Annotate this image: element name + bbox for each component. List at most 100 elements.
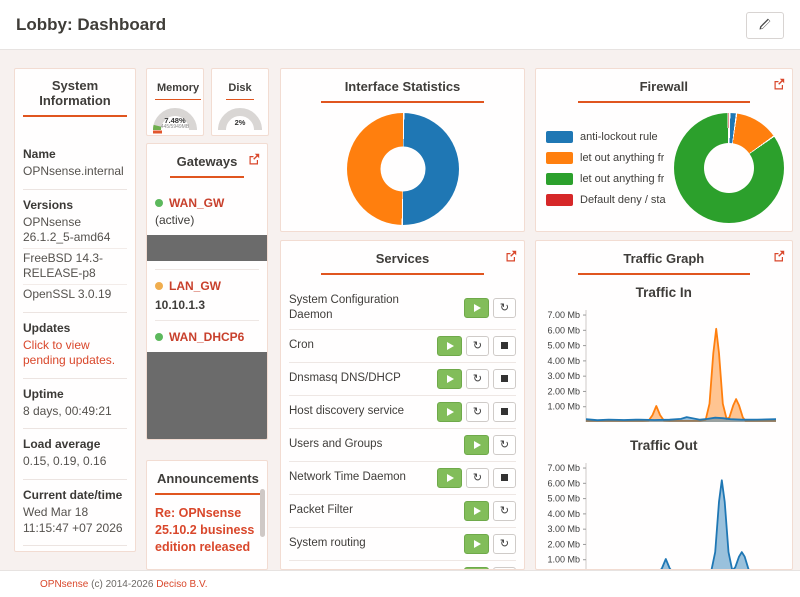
- page-footer: OPNsense (c) 2014-2026 Deciso B.V.: [0, 570, 800, 597]
- system-info-field: Name OPNsense.internal: [23, 131, 127, 189]
- svg-text:4.00 Mb: 4.00 Mb: [547, 509, 580, 519]
- play-icon: [447, 407, 454, 416]
- svg-text:2.00 Mb: 2.00 Mb: [547, 386, 580, 396]
- field-value: 0.15, 0.19, 0.16: [23, 454, 107, 469]
- external-link-icon[interactable]: [505, 250, 517, 262]
- field-value: OPNsense.internal: [23, 164, 124, 178]
- page-title: Lobby: Dashboard: [16, 14, 167, 34]
- service-restart-button[interactable]: ↻: [466, 467, 489, 488]
- field-value: OpenSSL 3.0.19: [23, 283, 127, 305]
- system-info-field: Last configuration changeWed Mar 18 10:4…: [23, 545, 127, 551]
- service-row: Users and Groups ↻: [289, 427, 516, 461]
- gateway-name[interactable]: WAN_DHCP6: [169, 330, 245, 344]
- service-restart-button[interactable]: ↻: [466, 335, 489, 356]
- service-start-button[interactable]: [464, 566, 489, 569]
- field-value: OPNsense 26.1.2_5-amd64: [23, 214, 111, 245]
- legend-label: anti-lockout rule: [580, 130, 658, 143]
- service-start-button[interactable]: [437, 335, 462, 356]
- memory-panel: Memory 7.48% 445/5949MB: [146, 68, 204, 136]
- service-buttons: ↻: [464, 500, 516, 521]
- traffic-graph-title: Traffic Graph: [577, 251, 751, 275]
- edit-dashboard-button[interactable]: [746, 12, 784, 39]
- play-icon: [474, 506, 481, 515]
- deciso-link[interactable]: Deciso B.V.: [156, 578, 208, 590]
- gateway-address: 10.10.1.3: [155, 298, 206, 312]
- service-start-button[interactable]: [464, 297, 489, 318]
- dashboard-content: System Information Name OPNsense.internal…: [0, 50, 800, 570]
- service-start-button[interactable]: [437, 368, 462, 389]
- stop-icon: [501, 375, 508, 383]
- service-stop-button[interactable]: [493, 368, 516, 389]
- announcement-link[interactable]: Re: OPNsense 25.10.2 business edition re…: [155, 506, 255, 554]
- field-label: Name: [23, 147, 56, 161]
- system-info-field: Updates Click to view pending updates.: [23, 311, 127, 378]
- service-buttons: ↻: [464, 566, 516, 569]
- service-stop-button[interactable]: [493, 467, 516, 488]
- system-information-panel: System Information Name OPNsense.internal…: [14, 68, 136, 552]
- service-row: Network Time Daemon ↻: [289, 460, 516, 494]
- legend-label: Default deny / sta: [580, 193, 666, 206]
- refresh-icon: ↻: [499, 538, 510, 551]
- external-link-icon[interactable]: [773, 250, 785, 262]
- services-title: Services: [320, 251, 485, 275]
- svg-text:4.00 Mb: 4.00 Mb: [547, 356, 580, 366]
- external-link-icon[interactable]: [248, 153, 260, 165]
- donut-hole: [380, 146, 425, 192]
- field-label: Versions: [23, 197, 74, 212]
- memory-percent: 7.48%: [164, 116, 186, 125]
- service-stop-button[interactable]: [493, 401, 516, 422]
- firewall-panel: Firewall anti-lockout rule let out anythi…: [535, 68, 793, 232]
- opnsense-link[interactable]: OPNsense: [40, 578, 89, 590]
- legend-item: Default deny / sta: [546, 193, 666, 206]
- field-value: 8 days, 00:49:21: [23, 403, 112, 418]
- refresh-icon: ↻: [472, 340, 483, 353]
- service-row: System tunables ↻: [289, 559, 516, 570]
- service-row: Host discovery service ↻: [289, 394, 516, 428]
- field-value: Wed Mar 18 11:15:47 +07 2026: [23, 504, 123, 535]
- service-start-button[interactable]: [464, 533, 489, 554]
- service-start-button[interactable]: [437, 401, 462, 422]
- redacted-block: [147, 352, 267, 439]
- scrollbar[interactable]: [260, 489, 265, 537]
- updates-link[interactable]: Click to view pending updates.: [23, 337, 116, 368]
- refresh-icon: ↻: [499, 302, 510, 315]
- service-start-button[interactable]: [437, 467, 462, 488]
- service-restart-button[interactable]: ↻: [493, 533, 516, 554]
- service-name: Dnsmasq DNS/DHCP: [289, 372, 401, 385]
- disk-percent: 2%: [234, 118, 246, 127]
- svg-text:3.00 Mb: 3.00 Mb: [547, 524, 580, 534]
- service-restart-button[interactable]: ↻: [493, 500, 516, 521]
- page-header: Lobby: Dashboard: [0, 0, 800, 50]
- system-info-field: Current date/time Wed Mar 18 11:15:47 +07…: [23, 478, 127, 545]
- external-link-icon[interactable]: [773, 78, 785, 90]
- service-restart-button[interactable]: ↻: [466, 368, 489, 389]
- service-name: Users and Groups: [289, 438, 383, 451]
- service-buttons: ↻: [437, 467, 516, 488]
- play-icon: [474, 440, 481, 449]
- status-dot-icon: [155, 282, 163, 290]
- donut-hole: [703, 143, 754, 193]
- gateways-panel: Gateways WAN_GW (active) LAN_GW 10.10.1.3 WA…: [146, 143, 268, 440]
- service-restart-button[interactable]: ↻: [493, 434, 516, 455]
- service-name: System Configuration Daemon: [289, 294, 399, 321]
- disk-gauge: 2%: [216, 104, 264, 134]
- service-restart-button[interactable]: ↻: [493, 297, 516, 318]
- traffic-out-title: Traffic Out: [630, 438, 698, 453]
- service-name: System tunables: [289, 569, 374, 570]
- svg-text:1.00 Mb: 1.00 Mb: [547, 555, 580, 565]
- service-start-button[interactable]: [464, 434, 489, 455]
- play-icon: [447, 374, 454, 383]
- service-row: Dnsmasq DNS/DHCP ↻: [289, 361, 516, 395]
- gateway-name[interactable]: LAN_GW: [169, 279, 221, 293]
- svg-text:5.00 Mb: 5.00 Mb: [547, 341, 580, 351]
- service-start-button[interactable]: [464, 500, 489, 521]
- memory-title: Memory: [155, 82, 202, 100]
- service-stop-button[interactable]: [493, 335, 516, 356]
- pencil-icon: [758, 17, 772, 34]
- service-restart-button[interactable]: ↻: [466, 401, 489, 422]
- svg-text:6.00 Mb: 6.00 Mb: [547, 478, 580, 488]
- gateway-name[interactable]: WAN_GW: [169, 196, 225, 210]
- stop-icon: [501, 474, 508, 482]
- service-restart-button[interactable]: ↻: [493, 566, 516, 569]
- legend-label: let out anything fr: [580, 172, 665, 185]
